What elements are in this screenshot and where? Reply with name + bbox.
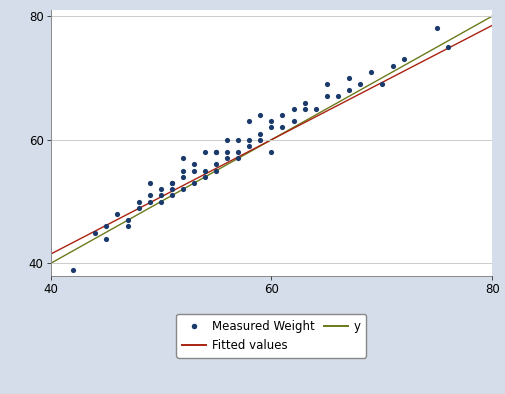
Point (201, 167, 209, 174)
Point (234, 137, 242, 143)
Point (234, 155, 242, 162)
Point (168, 180, 176, 186)
Point (268, 149, 276, 155)
Point (146, 192, 154, 199)
Point (179, 167, 187, 174)
Point (179, 155, 187, 162)
Point (345, 87, 353, 93)
Point (289, 118, 297, 125)
Point (400, 56, 408, 63)
Point (168, 180, 176, 186)
Point (278, 124, 286, 130)
Point (212, 149, 220, 155)
Point (135, 199, 143, 205)
Point (212, 149, 220, 155)
Point (223, 137, 231, 143)
Point (201, 149, 209, 155)
Point (146, 199, 154, 205)
Point (157, 192, 165, 199)
Point (245, 137, 254, 143)
Point (223, 149, 231, 155)
Point (69, 266, 77, 273)
Point (102, 236, 110, 242)
Point (268, 118, 276, 125)
Point (102, 223, 110, 229)
Point (190, 161, 198, 167)
Point (91, 229, 99, 236)
Point (389, 62, 397, 69)
Point (168, 186, 176, 192)
Point (212, 167, 220, 174)
Point (312, 106, 320, 112)
Point (146, 180, 154, 186)
Point (268, 124, 276, 130)
Point (179, 186, 187, 192)
Point (223, 155, 231, 162)
Legend: Measured Weight, Fitted values, y: Measured Weight, Fitted values, y (176, 314, 367, 358)
Point (323, 81, 331, 87)
Point (190, 167, 198, 174)
Point (245, 143, 254, 149)
Point (334, 93, 342, 100)
Point (356, 81, 364, 87)
Point (124, 223, 132, 229)
Point (257, 112, 265, 118)
Point (157, 199, 165, 205)
Point (157, 186, 165, 192)
Point (179, 174, 187, 180)
Point (444, 44, 452, 50)
Point (257, 130, 265, 137)
Point (257, 137, 265, 143)
Point (234, 149, 242, 155)
Point (345, 75, 353, 81)
Point (289, 106, 297, 112)
Point (367, 69, 375, 75)
Point (135, 204, 143, 211)
Point (201, 174, 209, 180)
Point (113, 211, 121, 217)
Point (323, 93, 331, 100)
Point (245, 118, 254, 125)
Point (212, 161, 220, 167)
Point (300, 99, 309, 106)
Point (433, 25, 441, 32)
Point (378, 81, 386, 87)
Point (190, 180, 198, 186)
Point (300, 106, 309, 112)
Point (278, 112, 286, 118)
Point (124, 217, 132, 223)
Point (168, 192, 176, 199)
